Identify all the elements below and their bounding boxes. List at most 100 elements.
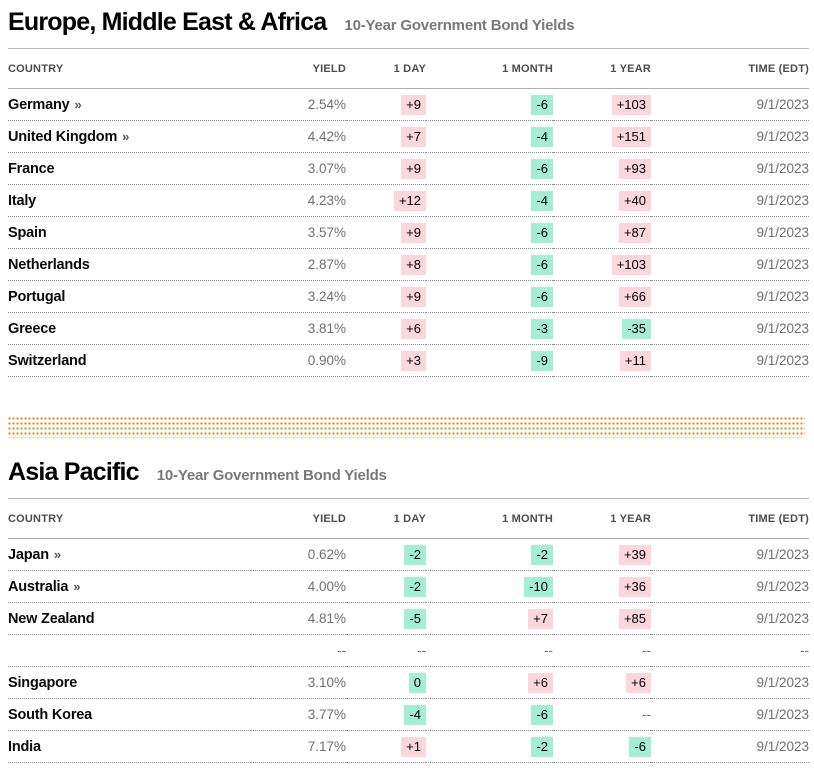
day-change-cell: +9 <box>346 280 426 313</box>
change-badge: -6 <box>531 158 553 179</box>
day-change-cell: -5 <box>346 602 426 635</box>
time-cell: 9/1/2023 <box>651 730 809 763</box>
day-change-cell: -2 <box>346 570 426 603</box>
change-badge: -6 <box>531 94 553 115</box>
change-badge: -6 <box>531 222 553 243</box>
time-cell: 9/1/2023 <box>651 538 809 571</box>
day-change-cell: -2 <box>346 538 426 571</box>
country-cell[interactable]: United Kingdom» <box>8 120 251 153</box>
day-change-cell: +6 <box>346 312 426 345</box>
change-badge: +6 <box>626 672 651 693</box>
col-header-time: TIME (EDT) <box>651 498 809 539</box>
change-badge: -6 <box>531 254 553 275</box>
table-row: France 3.07% +9 -6 +93 9/1/2023 <box>8 152 809 185</box>
country-cell: Portugal <box>8 280 251 313</box>
section-asia-pacific: Asia Pacific 10-Year Government Bond Yie… <box>8 458 809 763</box>
change-badge: +8 <box>401 254 426 275</box>
month-change-cell: -6 <box>426 152 553 185</box>
yield-cell: 4.23% <box>251 184 346 217</box>
link-chevrons-icon: » <box>73 578 81 594</box>
change-badge: +7 <box>528 608 553 629</box>
table-row: Australia» 4.00% -2 -10 +36 9/1/2023 <box>8 570 809 603</box>
time-cell: 9/1/2023 <box>651 216 809 249</box>
time-cell: 9/1/2023 <box>651 602 809 635</box>
country-cell: India <box>8 730 251 763</box>
bond-yields-table-asia-pacific: COUNTRY YIELD 1 DAY 1 MONTH 1 YEAR TIME … <box>8 498 809 763</box>
change-badge: -3 <box>531 318 553 339</box>
section-subtitle: 10-Year Government Bond Yields <box>344 17 575 34</box>
change-badge: +93 <box>618 158 651 179</box>
change-badge: +12 <box>393 190 426 211</box>
section-header: Europe, Middle East & Africa 10-Year Gov… <box>8 8 809 37</box>
dotted-divider <box>8 417 805 438</box>
change-badge: -6 <box>531 286 553 307</box>
day-change-cell: +9 <box>346 88 426 121</box>
change-badge: +151 <box>611 126 651 147</box>
month-change-cell: -2 <box>426 730 553 763</box>
col-header-1month: 1 MONTH <box>426 498 553 539</box>
col-header-time: TIME (EDT) <box>651 48 809 89</box>
yield-cell: 4.42% <box>251 120 346 153</box>
country-cell[interactable]: Japan» <box>8 538 251 571</box>
time-cell: 9/1/2023 <box>651 312 809 345</box>
country-cell[interactable]: Germany» <box>8 88 251 121</box>
change-badge: +87 <box>618 222 651 243</box>
col-header-1day: 1 DAY <box>346 498 426 539</box>
year-change-cell: +103 <box>553 248 651 281</box>
table-row: Italy 4.23% +12 -4 +40 9/1/2023 <box>8 184 809 217</box>
yield-cell: 3.07% <box>251 152 346 185</box>
change-badge: -2 <box>404 576 426 597</box>
month-change-cell: -4 <box>426 184 553 217</box>
day-change-cell: +8 <box>346 248 426 281</box>
col-header-1day: 1 DAY <box>346 48 426 89</box>
table-row: Greece 3.81% +6 -3 -35 9/1/2023 <box>8 312 809 345</box>
section-title: Asia Pacific <box>8 458 140 486</box>
time-cell: 9/1/2023 <box>651 120 809 153</box>
time-cell: 9/1/2023 <box>651 152 809 185</box>
section-emea: Europe, Middle East & Africa 10-Year Gov… <box>8 8 809 377</box>
table-row: Spain 3.57% +9 -6 +87 9/1/2023 <box>8 216 809 249</box>
day-change-cell: -- <box>346 634 426 667</box>
section-header: Asia Pacific 10-Year Government Bond Yie… <box>8 458 809 487</box>
year-change-cell: -35 <box>553 312 651 345</box>
day-change-cell: +9 <box>346 152 426 185</box>
country-cell[interactable]: Australia» <box>8 570 251 603</box>
year-change-cell: +39 <box>553 538 651 571</box>
day-change-cell: +7 <box>346 120 426 153</box>
change-badge: +9 <box>401 94 426 115</box>
change-badge: -6 <box>531 704 553 725</box>
table-row: Switzerland 0.90% +3 -9 +11 9/1/2023 <box>8 344 809 377</box>
change-badge: +9 <box>401 158 426 179</box>
year-change-cell: +36 <box>553 570 651 603</box>
column-header-row: COUNTRY YIELD 1 DAY 1 MONTH 1 YEAR TIME … <box>8 48 809 89</box>
column-header-row: COUNTRY YIELD 1 DAY 1 MONTH 1 YEAR TIME … <box>8 498 809 539</box>
change-badge: -6 <box>629 736 651 757</box>
table-row: India 7.17% +1 -2 -6 9/1/2023 <box>8 730 809 763</box>
time-cell: 9/1/2023 <box>651 280 809 313</box>
day-change-cell: 0 <box>346 666 426 699</box>
month-change-cell: -6 <box>426 280 553 313</box>
year-change-cell: -- <box>553 698 651 731</box>
change-badge: -4 <box>531 126 553 147</box>
change-badge: -2 <box>531 736 553 757</box>
yield-cell: -- <box>251 634 346 667</box>
time-cell: 9/1/2023 <box>651 248 809 281</box>
day-change-cell: +12 <box>346 184 426 217</box>
country-cell: Italy <box>8 184 251 217</box>
year-change-cell: +85 <box>553 602 651 635</box>
table-row: Netherlands 2.87% +8 -6 +103 9/1/2023 <box>8 248 809 281</box>
table-row: South Korea 3.77% -4 -6 -- 9/1/2023 <box>8 698 809 731</box>
day-change-cell: +1 <box>346 730 426 763</box>
yield-cell: 3.10% <box>251 666 346 699</box>
section-title: Europe, Middle East & Africa <box>8 8 327 36</box>
year-change-cell: +151 <box>553 120 651 153</box>
year-change-cell: +11 <box>553 344 651 377</box>
change-badge: -4 <box>404 704 426 725</box>
time-cell: -- <box>651 634 809 667</box>
yield-cell: 3.24% <box>251 280 346 313</box>
month-change-cell: -6 <box>426 88 553 121</box>
yield-cell: 3.81% <box>251 312 346 345</box>
year-change-cell: +6 <box>553 666 651 699</box>
country-cell: France <box>8 152 251 185</box>
